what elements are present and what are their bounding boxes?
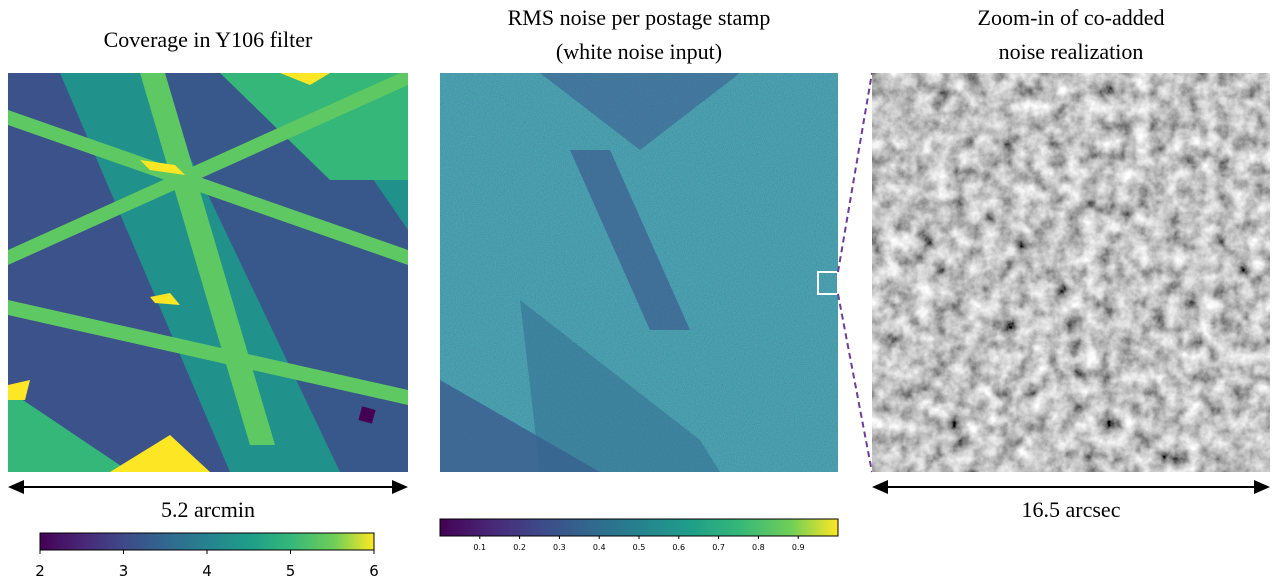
scale-label: 5.2 arcmin bbox=[161, 497, 255, 522]
panel-title: Zoom-in of co-added bbox=[978, 5, 1165, 30]
panel-title: Coverage in Y106 filter bbox=[104, 27, 313, 52]
rms-map bbox=[440, 73, 838, 472]
colorbar-tick-label: 0.2 bbox=[513, 543, 526, 552]
colorbar-tick-label: 6 bbox=[369, 562, 379, 580]
panel-title: (white noise input) bbox=[556, 39, 722, 64]
colorbar-tick-label: 0.6 bbox=[672, 543, 685, 552]
scale-label: 16.5 arcsec bbox=[1022, 497, 1121, 522]
zoom-connector bbox=[837, 72, 873, 273]
panel-title: RMS noise per postage stamp bbox=[508, 5, 771, 30]
colorbar bbox=[439, 518, 839, 537]
zoom-image bbox=[872, 73, 1270, 472]
colorbar bbox=[39, 532, 375, 551]
colorbar-tick-label: 2 bbox=[35, 562, 45, 580]
colorbar-tick-label: 0.3 bbox=[553, 543, 566, 552]
colorbar-tick-label: 5 bbox=[286, 562, 296, 580]
zoom-box bbox=[817, 271, 839, 295]
colorbar-tick-label: 0.9 bbox=[792, 543, 805, 552]
panel-title: noise realization bbox=[999, 39, 1144, 64]
colorbar-tick-label: 4 bbox=[202, 562, 212, 580]
arrow-heads bbox=[8, 480, 1270, 494]
colorbar-tick-label: 0.7 bbox=[712, 543, 725, 552]
colorbar-tick-label: 0.1 bbox=[473, 543, 486, 552]
colorbar-tick-label: 0.5 bbox=[633, 543, 646, 552]
colorbar-tick-label: 3 bbox=[119, 562, 129, 580]
coverage-map bbox=[8, 73, 408, 472]
colorbar-tick-label: 0.8 bbox=[752, 543, 765, 552]
zoom-connector bbox=[837, 293, 873, 473]
colorbar-tick-label: 0.4 bbox=[593, 543, 606, 552]
